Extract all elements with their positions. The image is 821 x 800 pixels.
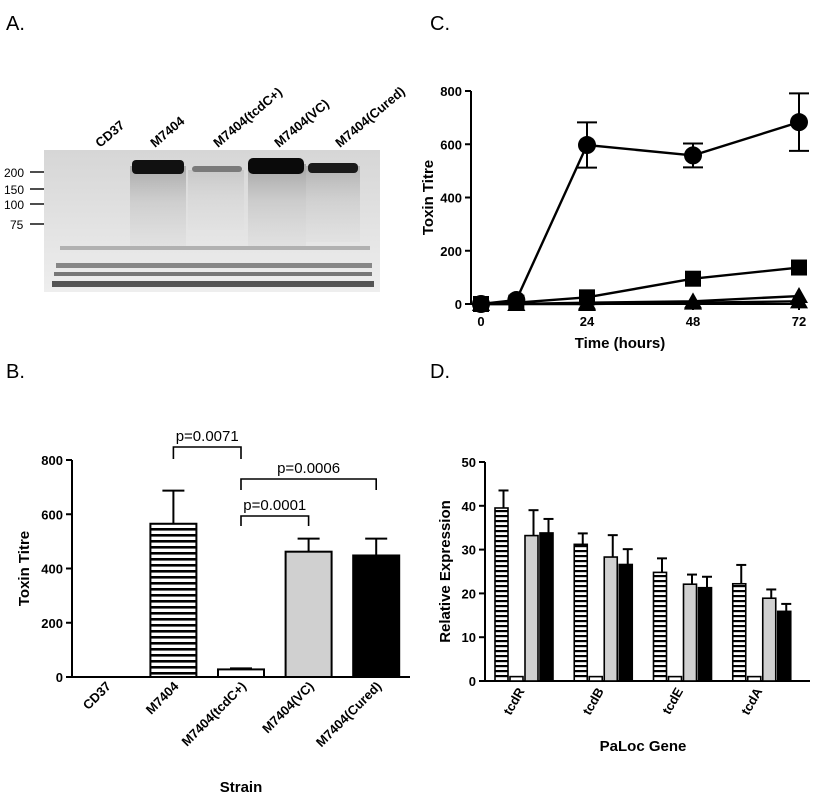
chart-b-x-axis-title: Strain — [220, 779, 263, 796]
data-point-square — [685, 270, 701, 287]
chart-d-y-tick-label: 0 — [469, 674, 476, 689]
bar-tcdB-series-3 — [618, 563, 634, 682]
panel-a-letter: A. — [6, 13, 25, 35]
bar-tcdE-series-0 — [652, 571, 668, 682]
chart-d: 0 10 20 30 40 50 tcdR tcdB tcdE tcdA Relative Expr… — [437, 455, 810, 755]
panel-a-lane-labels: CD37 M7404 M7404(tcdC+) M7404(VC) M7404(… — [92, 84, 407, 151]
data-point-triangle — [684, 293, 702, 310]
lane-label-m7404: M7404 — [147, 113, 188, 151]
chart-b-y-tick-label: 200 — [41, 616, 63, 631]
chart-c-y-axis-title: Toxin Titre — [420, 160, 437, 235]
bar-tcdB-series-0 — [573, 543, 589, 682]
lane-label-cd37: CD37 — [92, 117, 127, 150]
bar-tcdB-series-2 — [603, 556, 619, 682]
chart-d-y-tick-label: 40 — [462, 499, 476, 514]
bar-tcdE-series-2 — [682, 583, 698, 682]
chart-b-y-tick-label: 0 — [56, 670, 63, 685]
chart-c-x-tick-label: 72 — [792, 314, 806, 329]
mw-marker-150: 150 — [4, 183, 24, 197]
molecular-weight-markers: 200 150 100 75 — [4, 166, 44, 232]
significance-bracket — [172, 446, 242, 459]
chart-d-y-tick-label: 30 — [462, 543, 476, 558]
chart-b-y-axis-title: Toxin Titre — [16, 531, 33, 606]
panel-b-letter: B. — [6, 361, 25, 383]
chart-d-x-axis-title: PaLoc Gene — [600, 738, 687, 755]
x-tick-label-tcdE: tcdE — [659, 685, 686, 717]
bar-tcdA-series-3 — [776, 610, 792, 682]
x-tick-label-M7404(Cured): M7404(Cured) — [313, 679, 384, 750]
chart-c-x-axis-title: Time (hours) — [575, 335, 666, 352]
chart-d-y-tick-label: 20 — [462, 586, 476, 601]
significance-bracket — [240, 478, 377, 490]
bar-tcdA-series-2 — [761, 597, 777, 682]
bar-M7404(VC) — [284, 550, 333, 678]
bar-tcdR-series-2 — [524, 534, 539, 682]
chart-d-y-tick-label: 50 — [462, 455, 476, 470]
data-point-circle — [578, 136, 596, 155]
chart-d-y-tick-label: 10 — [462, 630, 476, 645]
data-point-square — [791, 259, 807, 276]
lane-label-vc: M7404(VC) — [271, 96, 332, 150]
chart-b-y-tick-label: 600 — [41, 507, 63, 522]
x-tick-label-M7404(tcdC+): M7404(tcdC+) — [178, 679, 249, 750]
x-tick-label-M7404(VC): M7404(VC) — [259, 679, 317, 737]
bar-tcdE-series-3 — [697, 586, 713, 682]
series-line-circle-0 — [480, 121, 800, 306]
panel-c-letter: C. — [430, 13, 450, 35]
data-point-triangle — [472, 295, 490, 311]
chart-c-y-tick-label: 200 — [440, 244, 462, 259]
chart-d-y-axis-title: Relative Expression — [437, 500, 454, 643]
blot-image — [44, 150, 380, 292]
mw-marker-100: 100 — [4, 198, 24, 212]
mw-marker-75: 75 — [10, 218, 24, 232]
bar-tcdB-series-1 — [588, 675, 604, 682]
chart-c-y-tick-label: 0 — [455, 297, 462, 312]
x-tick-label-tcdR: tcdR — [500, 684, 528, 717]
bar-M7404(tcdC+) — [217, 668, 265, 679]
bar-M7404 — [149, 522, 198, 679]
bar-tcdA-series-0 — [731, 582, 747, 682]
p-value-label: p=0.0006 — [277, 460, 340, 477]
bar-tcdE-series-1 — [667, 675, 683, 682]
data-point-circle — [790, 113, 808, 132]
bar-tcdA-series-1 — [746, 675, 762, 682]
chart-c-x-tick-label: 0 — [477, 314, 484, 329]
chart-c-y-tick-label: 600 — [440, 137, 462, 152]
chart-b-y-tick-label: 800 — [41, 453, 63, 468]
x-tick-label-M7404: M7404 — [143, 678, 182, 717]
p-value-label: p=0.0071 — [176, 428, 239, 445]
x-tick-label-tcdA: tcdA — [738, 684, 766, 717]
chart-c-y-tick-label: 400 — [440, 191, 462, 206]
lane-label-cured: M7404(Cured) — [332, 84, 407, 151]
p-value-label: p=0.0001 — [243, 497, 306, 514]
data-point-circle — [684, 146, 702, 165]
panel-d-letter: D. — [430, 361, 450, 383]
chart-c: 0 200 400 600 800 0 24 48 72 Toxin Titre Time (hou… — [420, 84, 809, 352]
bar-tcdR-series-0 — [494, 507, 509, 682]
x-tick-label-tcdB: tcdB — [579, 685, 606, 718]
data-point-triangle — [790, 292, 808, 309]
mw-marker-200: 200 — [4, 166, 24, 180]
bar-tcdR-series-3 — [539, 532, 554, 682]
chart-c-x-tick-label: 48 — [686, 314, 700, 329]
significance-bracket — [240, 515, 310, 526]
chart-c-x-tick-label: 24 — [580, 314, 595, 329]
data-point-triangle — [507, 295, 526, 311]
bar-M7404(Cured) — [352, 554, 401, 678]
bar-tcdR-series-1 — [509, 675, 524, 682]
data-point-triangle — [578, 295, 596, 311]
chart-b-y-tick-label: 400 — [41, 562, 63, 577]
chart-c-y-tick-label: 800 — [440, 84, 462, 99]
x-tick-label-CD37: CD37 — [80, 679, 114, 713]
